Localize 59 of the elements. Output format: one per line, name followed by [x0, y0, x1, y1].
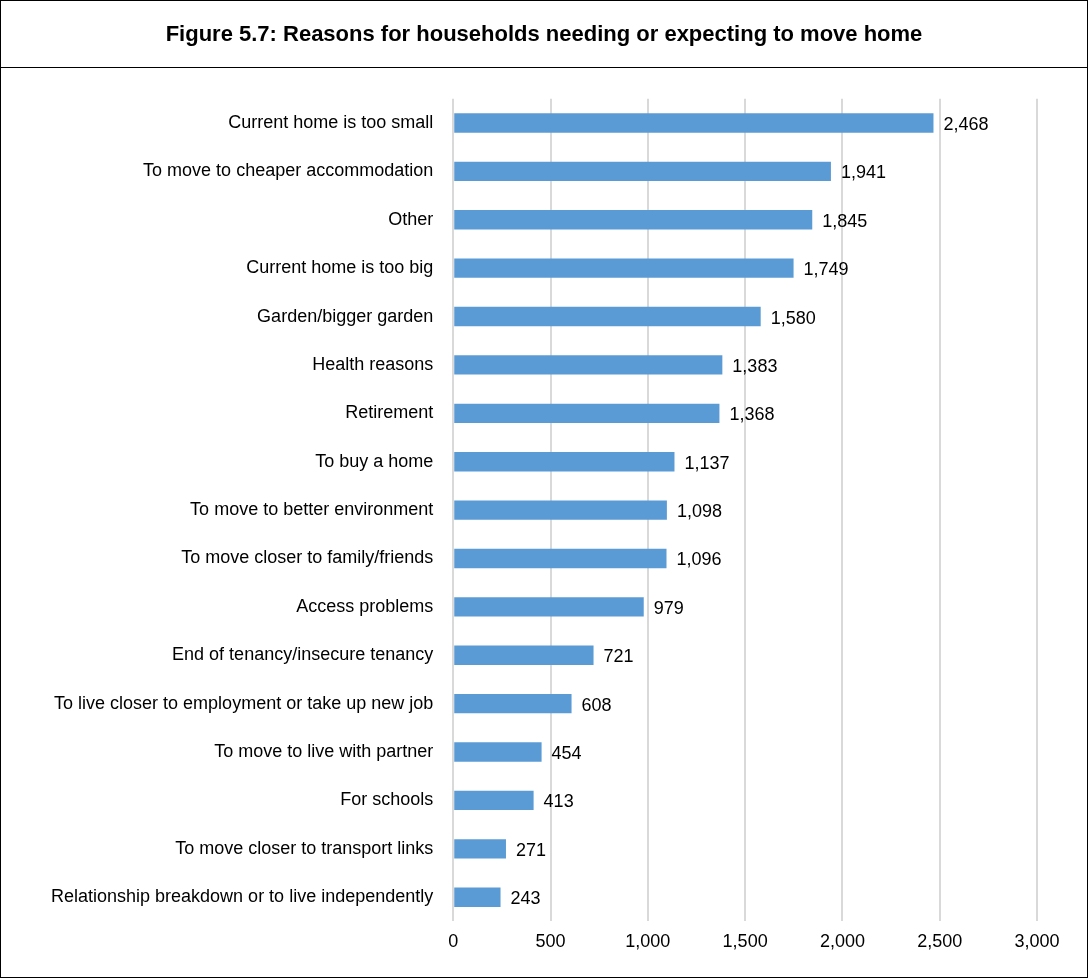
data-label: 721: [603, 646, 634, 667]
x-tick-label: 2,500: [917, 931, 963, 952]
y-tick-label: Health reasons: [312, 353, 434, 374]
data-label: 1,098: [676, 501, 722, 522]
y-tick-label: Other: [388, 208, 434, 229]
y-tick-label: To move to live with partner: [214, 741, 434, 762]
y-tick-label: Current home is too big: [246, 257, 434, 278]
y-tick-label: To move closer to family/friends: [181, 547, 434, 568]
y-tick-label: Current home is too small: [228, 111, 434, 132]
x-tick-label: 1,000: [625, 931, 671, 952]
bar: [454, 548, 667, 569]
bar: [454, 693, 572, 714]
y-tick-label: For schools: [340, 789, 434, 810]
x-tick-label: 500: [535, 931, 566, 952]
chart-title: Figure 5.7: Reasons for households needing or expecting to move home: [1, 1, 1087, 68]
data-label: 979: [653, 597, 684, 618]
bar: [454, 597, 644, 617]
bar: [454, 645, 594, 665]
y-tick-label: To move to cheaper accommodation: [143, 160, 434, 181]
bar: [454, 500, 667, 520]
data-label: 2,468: [943, 113, 989, 134]
bar: [454, 306, 761, 327]
data-label: 413: [543, 791, 574, 812]
data-label: 608: [581, 694, 612, 715]
bar: [454, 210, 813, 230]
data-label: 1,845: [822, 210, 868, 231]
data-label: 1,137: [684, 452, 730, 473]
bar: [454, 839, 506, 859]
bar: [454, 161, 831, 182]
bar: [454, 790, 534, 811]
y-tick-label: End of tenancy/insecure tenancy: [172, 644, 434, 665]
x-tick-label: 0: [448, 931, 459, 952]
y-tick-label: To move to better environment: [190, 499, 434, 520]
x-tick-label: 2,000: [819, 931, 865, 952]
data-label: 1,368: [729, 404, 775, 425]
bar: [454, 742, 542, 762]
y-tick-label: Garden/bigger garden: [257, 305, 434, 326]
data-label: 1,096: [676, 549, 722, 570]
bar: [454, 113, 934, 133]
bar: [454, 887, 501, 907]
data-label: 1,941: [840, 162, 886, 183]
y-tick-label: To buy a home: [315, 450, 434, 471]
bar: [454, 258, 794, 278]
data-label: 1,383: [732, 355, 778, 376]
y-tick-label: To move closer to transport links: [175, 837, 434, 858]
bar: [454, 355, 723, 375]
bar: [454, 403, 720, 423]
x-tick-label: 1,500: [722, 931, 768, 952]
y-tick-label: Retirement: [345, 402, 434, 423]
y-tick-label: Relationship breakdown or to live independently: [51, 886, 434, 907]
bar: [454, 452, 675, 472]
data-label: 243: [510, 888, 541, 909]
x-tick-label: 3,000: [1014, 931, 1060, 952]
y-tick-label: To live closer to employment or take up new job: [54, 692, 434, 713]
data-label: 454: [551, 743, 582, 764]
data-label: 1,749: [803, 259, 849, 280]
y-tick-label: Access problems: [296, 595, 434, 616]
data-label: 1,580: [770, 307, 816, 328]
data-label: 271: [515, 839, 547, 860]
